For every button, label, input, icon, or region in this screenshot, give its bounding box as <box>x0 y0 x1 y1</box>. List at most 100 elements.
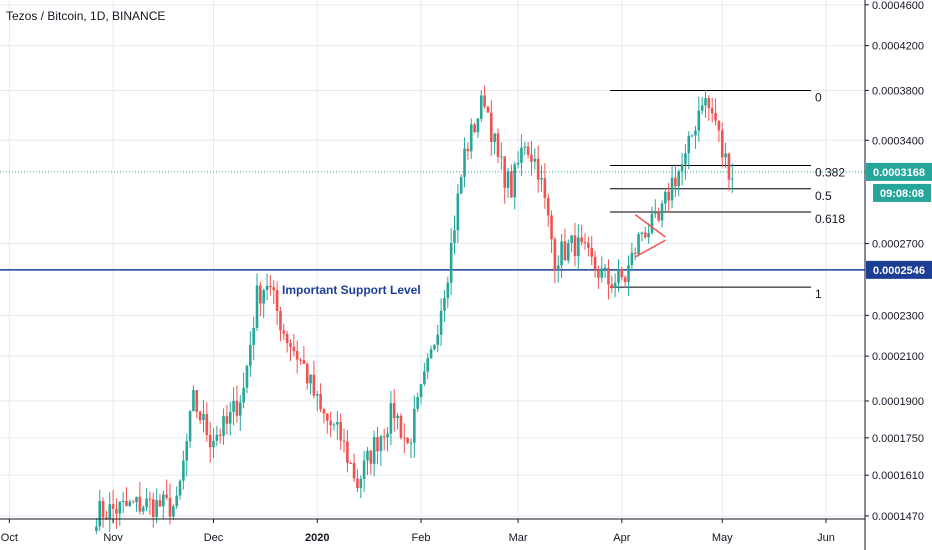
candle-body <box>322 409 326 414</box>
candle-body <box>453 230 456 243</box>
candle-body <box>476 118 480 133</box>
candle-body <box>610 284 614 289</box>
candle-body <box>212 440 215 448</box>
candle-body <box>704 98 707 106</box>
candle-body <box>148 498 152 500</box>
candle-body <box>182 460 185 481</box>
fib-level-label: 1 <box>815 287 822 301</box>
candle-body <box>694 130 697 136</box>
candle-body <box>352 462 356 479</box>
candle-body <box>429 349 433 359</box>
candle-body <box>145 498 148 508</box>
candle-body <box>684 153 687 165</box>
candle-body <box>285 333 289 344</box>
candle-body <box>125 500 128 506</box>
candle-body <box>238 402 242 416</box>
y-tick-label: 0.0001470 <box>872 511 924 523</box>
candle-body <box>710 108 714 114</box>
candle-body <box>577 237 580 257</box>
candle-body <box>459 177 463 194</box>
candle-body <box>255 285 259 328</box>
support-price-label: 0.0002546 <box>873 265 925 277</box>
x-tick-label: Feb <box>412 532 431 544</box>
candle-body <box>617 269 620 283</box>
x-tick-label: Apr <box>613 532 630 544</box>
candle-body <box>536 158 540 180</box>
candle-body <box>526 146 530 155</box>
y-tick-label: 0.0001750 <box>872 433 924 445</box>
candle-body <box>272 287 276 291</box>
triangle-upper-line[interactable] <box>634 214 666 238</box>
candle-body <box>590 247 594 257</box>
candle-body <box>620 269 624 278</box>
candle-body <box>376 437 379 452</box>
candle-body <box>707 98 711 109</box>
candle-body <box>637 233 640 254</box>
y-tick-label: 0.0003400 <box>872 135 924 147</box>
candle-body <box>516 162 520 165</box>
candle-body <box>366 450 369 461</box>
candle-body <box>443 298 446 311</box>
candle-body <box>195 390 199 412</box>
current-price-tag <box>866 162 932 181</box>
candle-body <box>573 235 577 257</box>
candle-body <box>245 365 249 388</box>
candle-body <box>128 501 132 506</box>
candle-body <box>346 441 349 463</box>
candle-body <box>292 346 296 352</box>
candle-body <box>730 178 734 180</box>
candle-body <box>700 105 704 111</box>
y-tick-label: 0.0004600 <box>872 0 924 12</box>
candle-body <box>674 177 677 187</box>
candle-body <box>436 334 440 345</box>
candle-body <box>533 158 537 162</box>
candle-body <box>593 256 597 270</box>
candle-body <box>664 191 667 204</box>
candle-body <box>192 390 195 412</box>
candle-body <box>402 437 406 439</box>
candle-body <box>640 232 644 234</box>
candle-body <box>603 267 607 269</box>
candle-body <box>463 148 466 178</box>
candle-body <box>178 480 182 496</box>
x-tick-label: Jun <box>817 532 835 544</box>
candle-body <box>680 164 684 172</box>
x-tick-label: Nov <box>103 532 123 544</box>
candle-body <box>510 171 513 198</box>
candle-body <box>553 239 557 270</box>
candle-body <box>369 450 373 464</box>
candle-body <box>269 285 272 288</box>
y-tick-label: 0.0002700 <box>872 239 924 251</box>
fib-level-label: 0.5 <box>815 189 832 203</box>
candle-body <box>155 500 158 517</box>
candle-body <box>131 501 135 503</box>
candle-body <box>490 112 493 142</box>
candle-body <box>583 242 587 244</box>
candle-body <box>560 241 563 266</box>
candle-body <box>633 252 637 254</box>
candle-body <box>479 95 483 119</box>
candle-body <box>600 268 604 278</box>
candle-body <box>326 413 329 421</box>
candle-body <box>449 242 453 283</box>
candle-body <box>309 374 312 384</box>
candle-body <box>597 269 600 278</box>
candle-body <box>483 95 486 107</box>
candle-body <box>295 351 299 360</box>
candle-body <box>315 394 319 396</box>
candle-body <box>523 146 527 148</box>
candle-body <box>138 496 142 512</box>
candle-body <box>627 265 630 283</box>
triangle-lower-line[interactable] <box>634 239 666 258</box>
candle-body <box>168 497 172 517</box>
candle-body <box>386 433 389 438</box>
candle-body <box>556 265 560 270</box>
x-tick-label: Mar <box>509 532 528 544</box>
candle-body <box>188 411 192 442</box>
candle-body <box>336 422 339 425</box>
candle-body <box>550 215 553 240</box>
candle-body <box>379 436 383 452</box>
y-tick-label: 0.0001900 <box>872 396 924 408</box>
